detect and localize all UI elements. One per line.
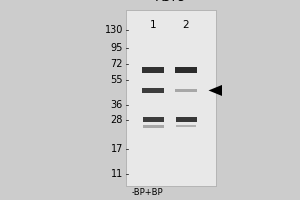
Bar — [142, 88, 164, 93]
Bar — [142, 125, 164, 128]
Bar — [142, 67, 164, 73]
Text: -BP+BP: -BP+BP — [132, 188, 164, 197]
Bar — [142, 117, 164, 122]
Text: 2: 2 — [183, 20, 189, 30]
Text: 72: 72 — [110, 59, 123, 69]
Text: 36: 36 — [111, 100, 123, 110]
Bar — [126, 10, 216, 186]
Text: 1: 1 — [150, 20, 156, 30]
Bar — [175, 89, 197, 92]
Bar — [175, 67, 197, 73]
Text: 130: 130 — [105, 25, 123, 35]
Text: 11: 11 — [111, 169, 123, 179]
Text: 28: 28 — [111, 115, 123, 125]
Text: 55: 55 — [110, 75, 123, 85]
Text: A375: A375 — [156, 0, 186, 4]
Bar — [176, 117, 197, 122]
Text: 95: 95 — [111, 43, 123, 53]
Polygon shape — [208, 85, 222, 96]
Bar — [176, 125, 196, 127]
Text: 17: 17 — [111, 144, 123, 154]
